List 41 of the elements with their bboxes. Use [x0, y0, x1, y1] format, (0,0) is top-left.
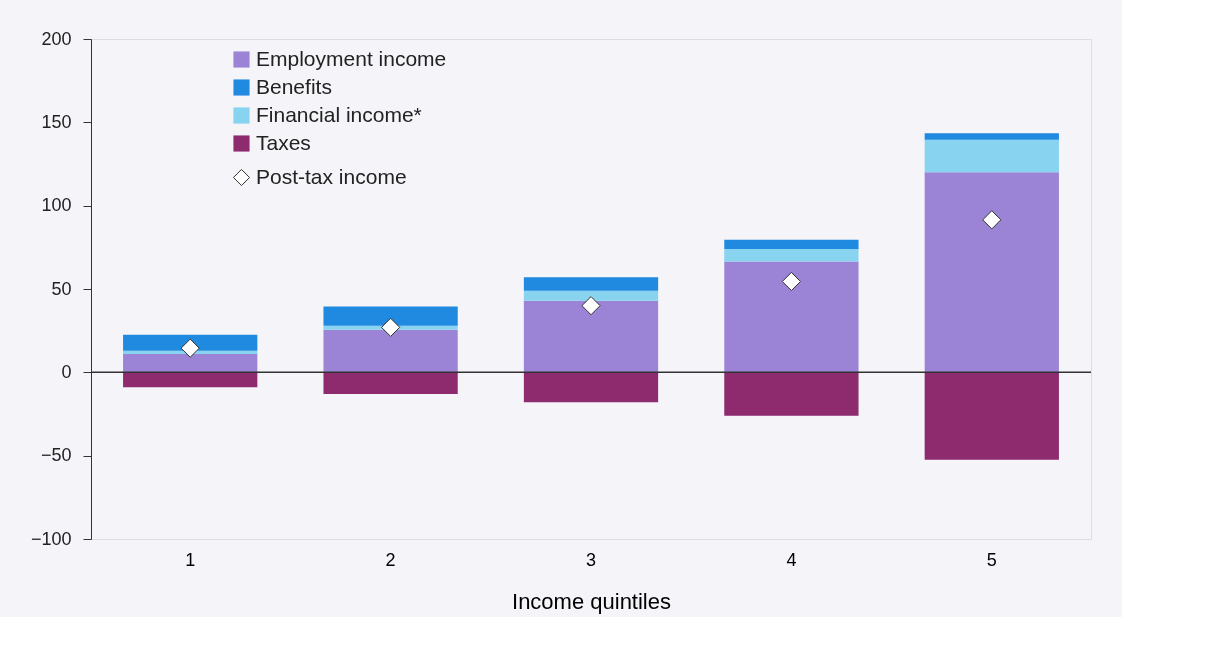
bar — [123, 372, 258, 388]
point — [581, 296, 601, 316]
bar — [323, 306, 458, 326]
point — [381, 317, 401, 337]
bar — [924, 172, 1059, 373]
y-tick-label: −100 — [30, 528, 72, 549]
legend-label: Employment income — [256, 46, 447, 70]
legend-label: Benefits — [256, 74, 332, 98]
x-tick-label: 4 — [786, 549, 797, 570]
bar — [523, 372, 659, 403]
y-tick-label: 150 — [41, 111, 72, 132]
bar — [123, 334, 258, 351]
y-tick-label: 50 — [51, 278, 72, 299]
bar — [523, 277, 659, 291]
x-tick-label: 5 — [986, 549, 997, 570]
y-tick-label: 100 — [41, 195, 72, 216]
bar — [724, 239, 859, 249]
bar — [123, 354, 258, 373]
x-tick-label: 3 — [585, 549, 597, 570]
point — [180, 338, 200, 358]
point — [781, 271, 801, 292]
bar — [924, 133, 1059, 140]
legend-label: Financial income* — [256, 102, 422, 126]
bar — [523, 290, 659, 301]
x-tick-label: 2 — [385, 549, 396, 570]
bar — [724, 261, 859, 373]
bar — [924, 139, 1059, 173]
bar — [523, 300, 659, 373]
bar — [724, 372, 859, 416]
x-tick-label: 1 — [185, 549, 196, 570]
bar — [724, 249, 859, 262]
point — [982, 210, 1002, 230]
y-tick-label: 0 — [61, 361, 72, 382]
bar — [323, 329, 458, 373]
legend-label: Post-tax income — [256, 164, 407, 188]
legend-label: Taxes — [256, 130, 311, 154]
y-tick-label: −50 — [40, 445, 72, 466]
y-tick-label: 200 — [41, 28, 72, 49]
x-axis-title: Income quintiles — [512, 588, 671, 614]
bar — [323, 372, 458, 394]
bar — [924, 372, 1059, 460]
